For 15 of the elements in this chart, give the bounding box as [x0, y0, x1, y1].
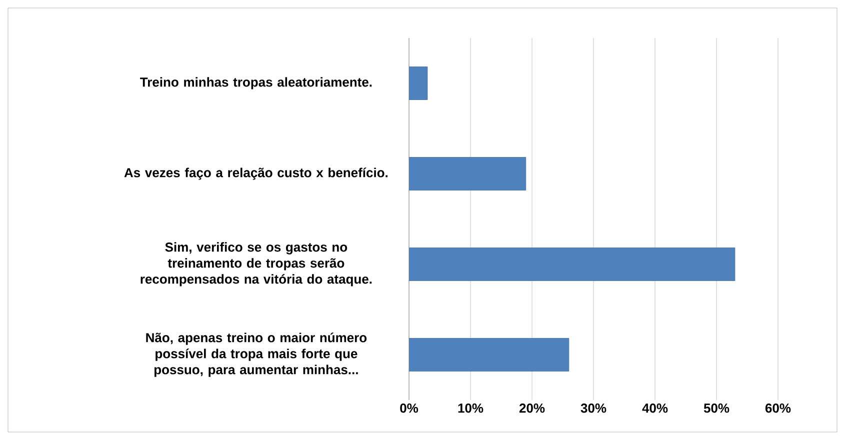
x-tick-label: 60% — [765, 404, 791, 413]
x-tick-label: 20% — [519, 404, 545, 413]
y-tick-label: Sim, verifico se os gastos no treinamento de tropas serão recompensados na vitória do ataque. — [140, 242, 372, 286]
x-tick-label: 10% — [458, 404, 484, 413]
y-tick-label: As vezes faço a relação custo x benefício. — [124, 168, 388, 180]
bar — [409, 157, 526, 190]
bar — [409, 248, 736, 281]
x-tick-label: 40% — [642, 404, 668, 413]
bar — [409, 66, 428, 100]
y-tick-label: Treino minhas tropas aleatoriamente. — [140, 77, 372, 90]
x-tick-label: 30% — [580, 404, 606, 413]
x-tick-label: 0% — [400, 404, 418, 413]
y-tick-label: Não, apenas treino o maior número possível da tropa mais forte que possuo, para aumentar minhas... — [146, 332, 367, 377]
x-tick-label: 50% — [704, 404, 730, 413]
bar — [409, 338, 570, 372]
